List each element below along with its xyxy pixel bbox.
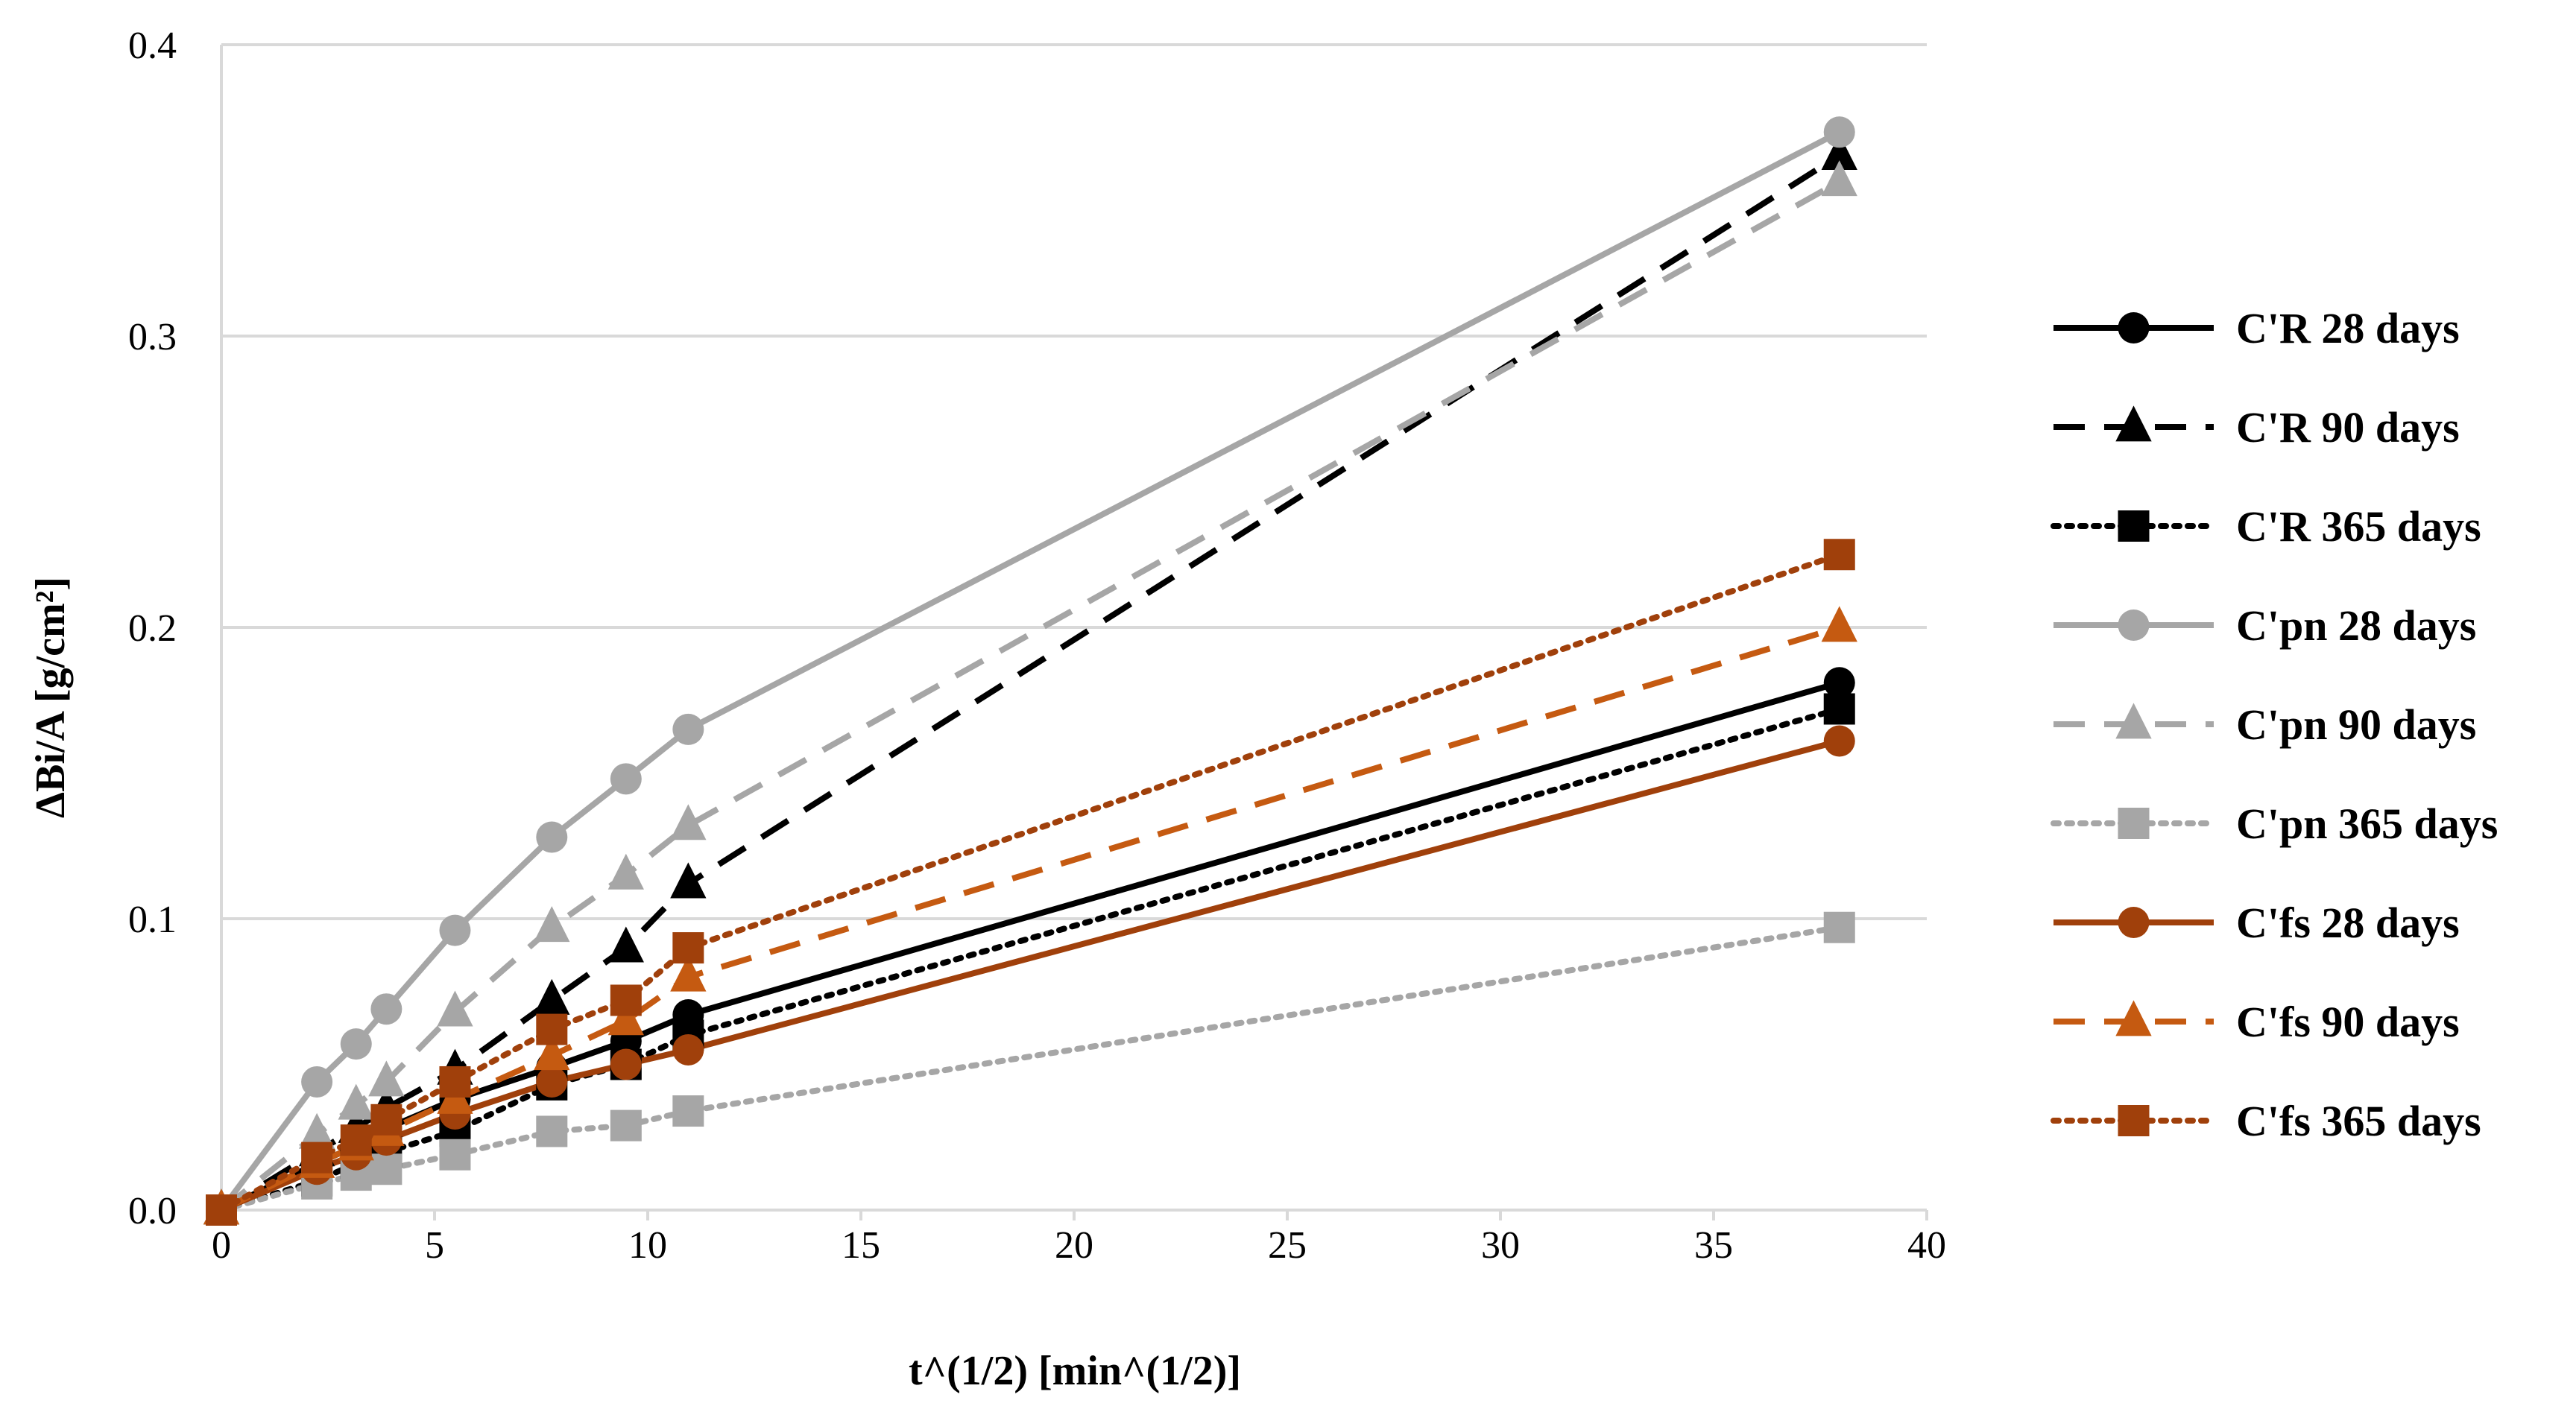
series-6-point-8	[1823, 725, 1855, 757]
y-tick-label-1: 0.1	[128, 899, 177, 941]
series-4-point-4	[437, 990, 473, 1027]
x-tick-label-1: 5	[425, 1224, 444, 1267]
x-tick-label-6: 30	[1481, 1224, 1520, 1267]
series-8-point-4	[439, 1066, 471, 1098]
x-tick-label-2: 10	[628, 1224, 667, 1267]
y-axis-title: ΔBi/A [g/cm²]	[28, 577, 74, 818]
legend-label-6: C'fs 28 days	[2236, 899, 2460, 947]
series-7-point-8	[1821, 606, 1857, 642]
tick-labels: 0 5 10 15 20 25 30 35 40 0.0 0.1 0.2 0.3 0.4	[128, 25, 1946, 1267]
x-tick-label-5: 25	[1268, 1224, 1307, 1267]
series-8-point-2	[340, 1124, 372, 1156]
series-8-point-0	[206, 1194, 237, 1226]
series-6-point-6	[610, 1048, 642, 1080]
series-line-3	[218, 129, 1841, 1212]
series-7-point-7	[670, 955, 707, 992]
y-tick-label-2: 0.2	[128, 607, 177, 650]
series-3-point-1	[301, 1066, 333, 1098]
x-tick-label-4: 20	[1055, 1224, 1093, 1267]
series-8-point-3	[370, 1104, 402, 1136]
x-tick-label-0: 0	[212, 1224, 231, 1267]
y-tick-label-0: 0.0	[128, 1190, 177, 1232]
legend-marker-5	[2118, 808, 2150, 839]
legend-marker-2	[2118, 510, 2150, 542]
series-3-point-6	[610, 763, 642, 795]
series-3-point-2	[340, 1028, 372, 1060]
x-tick-label-3: 15	[842, 1224, 880, 1267]
series-8-point-6	[610, 984, 642, 1016]
series-1-point-5	[534, 978, 570, 1015]
legend-marker-6	[2118, 907, 2150, 938]
series-6-point-5	[536, 1066, 568, 1098]
series-5-point-8	[1823, 911, 1855, 943]
series-7-point-6	[607, 999, 644, 1036]
x-tick-label-8: 40	[1907, 1224, 1946, 1267]
y-tick-label-4: 0.4	[128, 25, 177, 67]
legend-label-4: C'pn 90 days	[2236, 700, 2476, 749]
legend-marker-3	[2118, 609, 2150, 641]
x-axis-title: t^(1/2) [min^(1/2)]	[909, 1348, 1241, 1394]
series-1-point-8	[1821, 133, 1857, 170]
series-8-point-7	[672, 932, 704, 964]
legend-marker-1	[2115, 405, 2152, 442]
series-8-point-5	[536, 1013, 568, 1045]
series-5-point-6	[610, 1109, 642, 1142]
series-4-point-5	[534, 906, 570, 943]
legend-label-8: C'fs 365 days	[2236, 1097, 2481, 1145]
axes	[220, 45, 1928, 1220]
series-7-point-5	[534, 1034, 570, 1071]
series-4-point-1	[298, 1112, 335, 1149]
legend: C'R 28 days C'R 90 days C'R 365 days C'pn 2…	[2051, 304, 2498, 1145]
legend-marker-4	[2115, 703, 2152, 739]
legend-label-2: C'R 365 days	[2236, 502, 2481, 551]
legend-label-5: C'pn 365 days	[2236, 800, 2498, 848]
series-5-point-3	[370, 1153, 402, 1185]
series-3-point-8	[1823, 116, 1855, 148]
legend-marker-0	[2118, 312, 2150, 343]
series-4-point-8	[1821, 160, 1857, 197]
legend-label-0: C'R 28 days	[2236, 304, 2460, 352]
series-3-point-5	[536, 821, 568, 853]
series-1-point-6	[607, 926, 644, 963]
series-4-point-7	[670, 804, 707, 840]
series-3-point-4	[439, 914, 471, 946]
series-5-point-7	[672, 1095, 704, 1127]
series-0-point-8	[1823, 667, 1855, 699]
legend-marker-8	[2118, 1105, 2150, 1136]
legend-label-1: C'R 90 days	[2236, 403, 2460, 452]
gridlines	[221, 43, 1927, 920]
series-5-point-4	[439, 1139, 471, 1171]
series-8-point-8	[1823, 539, 1855, 571]
series-2-point-8	[1823, 693, 1855, 725]
series-markers	[203, 116, 1857, 1226]
series-3-point-3	[370, 993, 402, 1025]
series-6-point-7	[672, 1033, 704, 1066]
x-tick-label-7: 35	[1694, 1224, 1733, 1267]
series-3-point-7	[672, 713, 704, 745]
series-lines	[218, 129, 1843, 1213]
y-tick-label-3: 0.3	[128, 316, 177, 358]
legend-marker-7	[2115, 1000, 2152, 1036]
series-4-point-2	[338, 1083, 374, 1120]
series-4-point-6	[607, 853, 644, 890]
series-1-point-7	[670, 862, 707, 899]
series-line-1	[219, 153, 1841, 1213]
series-4-point-3	[368, 1060, 405, 1097]
series-8-point-1	[301, 1142, 333, 1174]
legend-label-3: C'pn 28 days	[2236, 601, 2476, 650]
legend-label-7: C'fs 90 days	[2236, 998, 2460, 1046]
series-5-point-5	[536, 1115, 568, 1147]
